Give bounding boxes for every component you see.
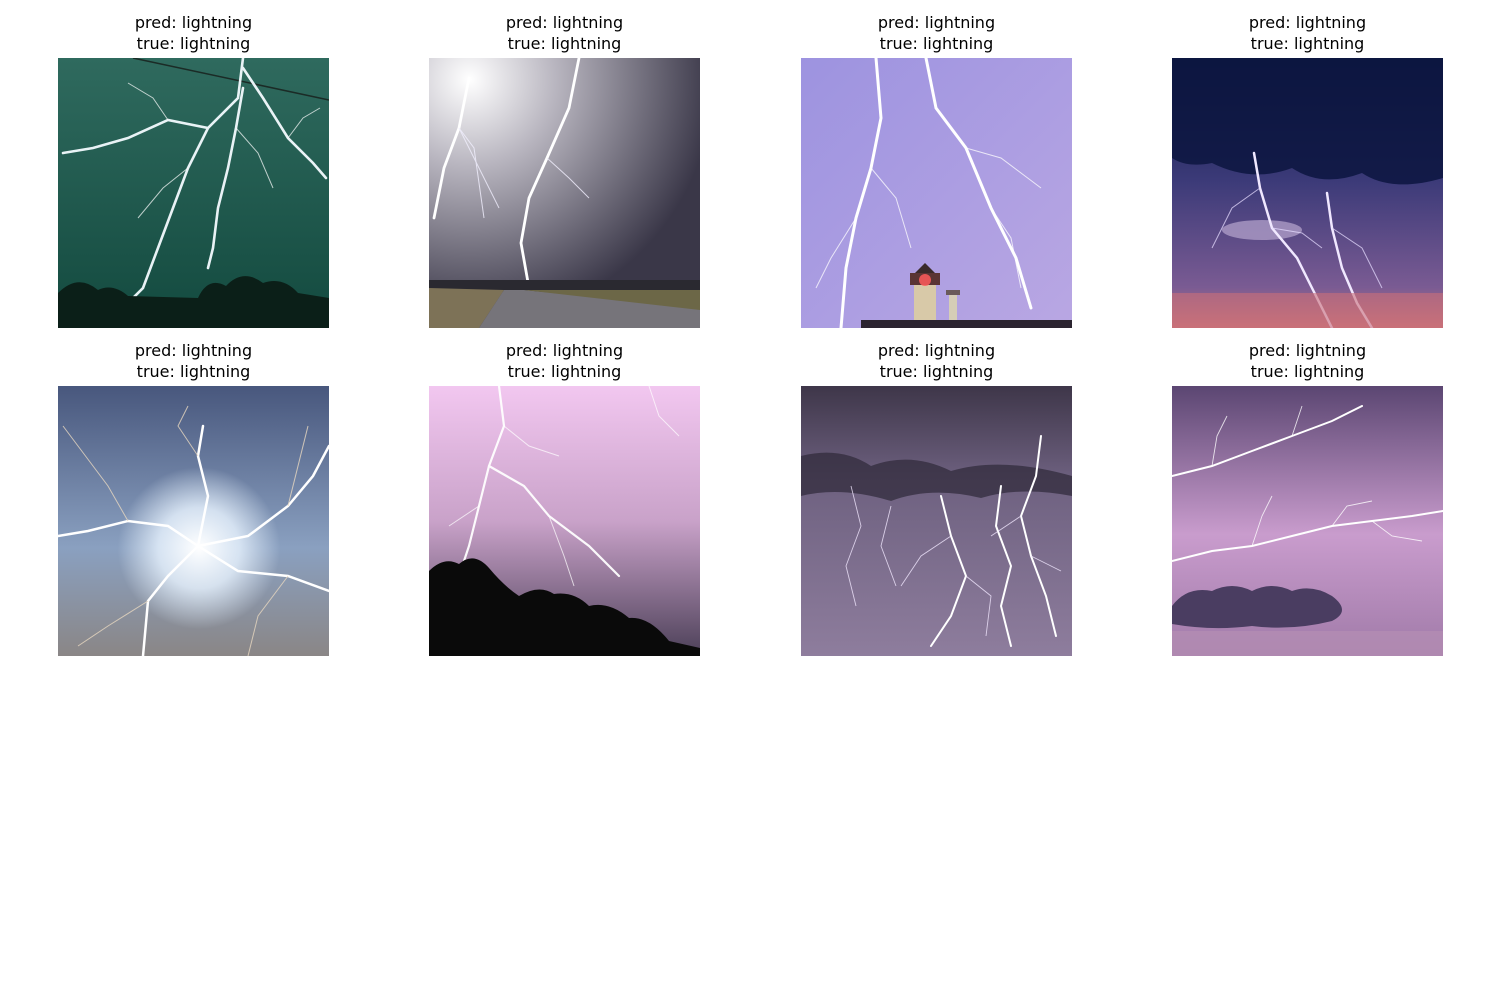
lightning-photo-3: [801, 58, 1072, 328]
panel-caption: pred: lightning true: lightning: [1132, 12, 1483, 54]
panel-caption: pred: lightning true: lightning: [389, 340, 740, 382]
pred-label: pred: lightning: [505, 13, 624, 32]
panel-caption: pred: lightning true: lightning: [1132, 340, 1483, 382]
lightning-photo-4: [1172, 58, 1443, 328]
lightning-photo-7: [801, 386, 1072, 656]
lightning-photo-1: [58, 58, 329, 328]
true-label: true: lightning: [507, 362, 622, 381]
panel-caption: pred: lightning true: lightning: [389, 12, 740, 54]
true-label: true: lightning: [1250, 34, 1365, 53]
true-label: true: lightning: [879, 34, 994, 53]
lightning-photo-6: [429, 386, 700, 656]
lightning-photo-2: [429, 58, 700, 328]
pred-label: pred: lightning: [134, 13, 253, 32]
true-label: true: lightning: [879, 362, 994, 381]
true-label: true: lightning: [136, 34, 251, 53]
panel-caption: pred: lightning true: lightning: [18, 12, 369, 54]
true-label: true: lightning: [1250, 362, 1365, 381]
true-label: true: lightning: [507, 34, 622, 53]
pred-label: pred: lightning: [877, 341, 996, 360]
true-label: true: lightning: [136, 362, 251, 381]
pred-label: pred: lightning: [505, 341, 624, 360]
pred-label: pred: lightning: [134, 341, 253, 360]
pred-label: pred: lightning: [1248, 341, 1367, 360]
panel-caption: pred: lightning true: lightning: [761, 12, 1112, 54]
panel-caption: pred: lightning true: lightning: [761, 340, 1112, 382]
lightning-photo-8: [1172, 386, 1443, 656]
lightning-photo-5: [58, 386, 329, 656]
pred-label: pred: lightning: [1248, 13, 1367, 32]
pred-label: pred: lightning: [877, 13, 996, 32]
panel-caption: pred: lightning true: lightning: [18, 340, 369, 382]
